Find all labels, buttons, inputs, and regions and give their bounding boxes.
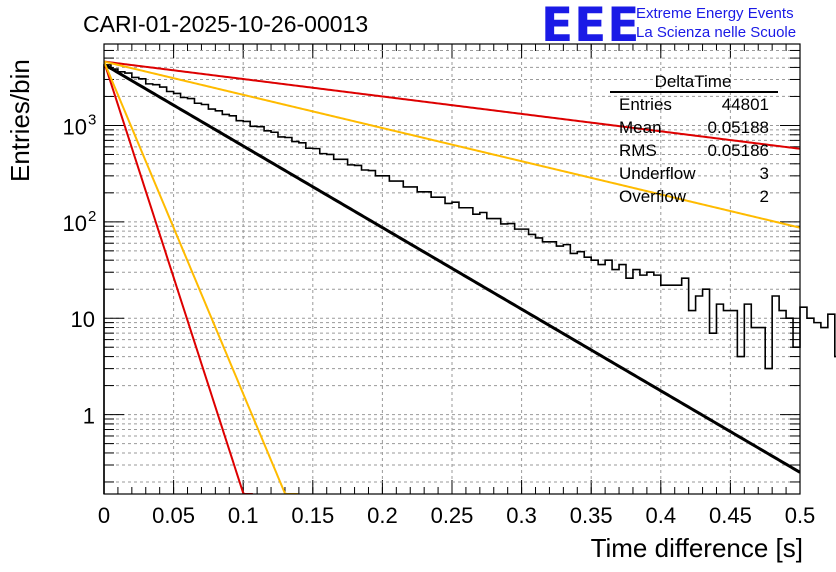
y-tick-exponent: 3 xyxy=(88,111,96,128)
stats-label: Mean xyxy=(619,118,662,137)
stats-value: 0.05186 xyxy=(708,141,769,160)
x-tick-label: 0.25 xyxy=(431,503,474,528)
plot-frame xyxy=(103,43,801,495)
logo-line-1: Extreme Energy Events xyxy=(636,5,794,22)
x-tick-label: 0.1 xyxy=(228,503,259,528)
fit-curve-red-upper xyxy=(104,60,800,150)
x-tick-label: 0.4 xyxy=(646,503,677,528)
stats-value: 2 xyxy=(760,187,769,206)
logo-line-2: La Scienza nelle Scuole xyxy=(636,24,797,41)
fit-curve-yellow-upper xyxy=(104,60,800,229)
stats-title: DeltaTime xyxy=(655,72,732,91)
x-axis-label: Time difference [s] xyxy=(590,533,803,563)
fit-curve-red-lower xyxy=(104,61,253,494)
y-tick-label: 10 xyxy=(71,307,95,332)
stats-value: 3 xyxy=(760,164,769,183)
y-axis-label: Entries/bin xyxy=(5,59,35,182)
y-tick-label: 10 xyxy=(63,114,87,139)
fit-curve-yellow-lower xyxy=(104,61,299,494)
x-tick-label: 0.5 xyxy=(785,503,816,528)
stats-label: Entries xyxy=(619,95,672,114)
stats-value: 0.05188 xyxy=(708,118,769,137)
stats-label: Overflow xyxy=(619,187,687,206)
y-tick-label: 10 xyxy=(63,211,87,236)
y-tick-label: 1 xyxy=(83,404,95,429)
histogram-title: CARI-01-2025-10-26-00013 xyxy=(83,11,369,37)
stats-value: 44801 xyxy=(722,95,769,114)
fit-curve-fit xyxy=(104,63,800,474)
histogram-steps xyxy=(103,64,836,494)
x-tick-label: 0.2 xyxy=(367,503,398,528)
x-tick-label: 0.45 xyxy=(709,503,752,528)
x-tick-label: 0 xyxy=(98,503,110,528)
stats-label: Underflow xyxy=(619,164,696,183)
y-tick-exponent: 2 xyxy=(88,208,96,225)
x-tick-label: 0.15 xyxy=(291,503,334,528)
stats-label: RMS xyxy=(619,141,657,160)
x-tick-label: 0.3 xyxy=(506,503,537,528)
x-tick-label: 0.35 xyxy=(570,503,613,528)
x-tick-label: 0.05 xyxy=(152,503,195,528)
